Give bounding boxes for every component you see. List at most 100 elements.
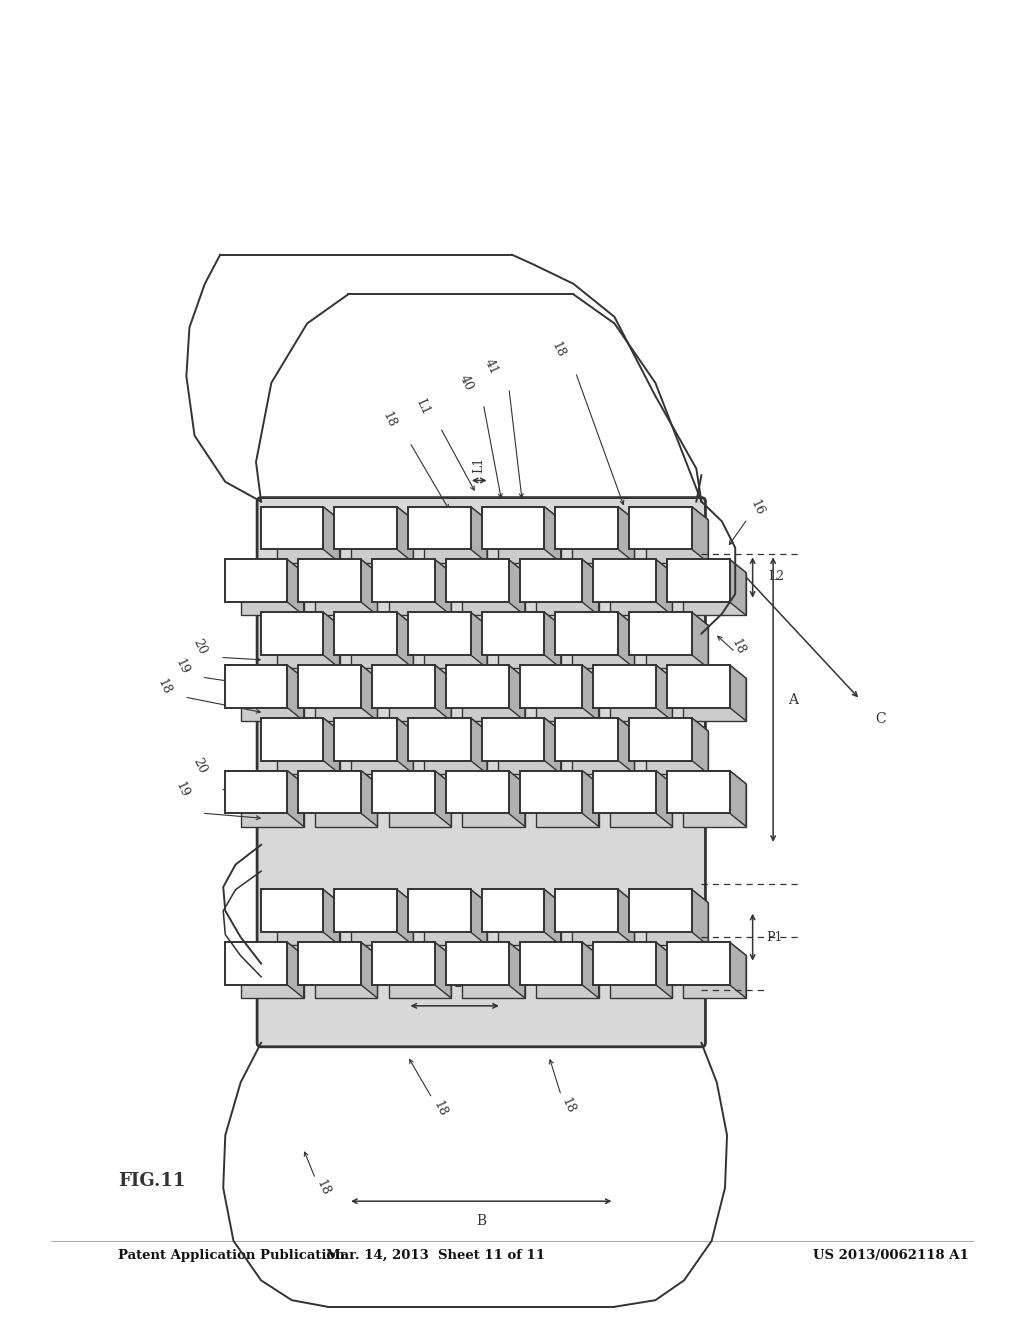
Polygon shape [260,890,324,932]
Polygon shape [372,560,435,602]
Polygon shape [350,903,414,945]
Polygon shape [730,771,746,826]
Polygon shape [667,771,730,813]
Polygon shape [298,942,378,956]
Polygon shape [241,678,304,721]
Polygon shape [397,718,414,774]
Polygon shape [481,718,545,760]
Polygon shape [435,560,452,615]
Polygon shape [481,718,561,731]
Polygon shape [372,771,452,784]
Polygon shape [593,942,673,956]
Polygon shape [298,560,361,602]
Polygon shape [408,507,471,549]
Polygon shape [288,771,304,826]
Polygon shape [571,903,635,945]
Polygon shape [593,560,673,573]
Text: 18: 18 [313,1177,332,1199]
Text: 18: 18 [549,339,567,360]
Polygon shape [445,560,509,602]
Polygon shape [361,771,378,826]
Polygon shape [692,890,709,945]
Polygon shape [408,718,487,731]
Polygon shape [334,612,414,626]
Polygon shape [509,560,525,615]
Polygon shape [593,560,656,602]
Text: 20: 20 [190,755,209,776]
Polygon shape [618,718,635,774]
Polygon shape [334,890,414,903]
Polygon shape [629,718,692,760]
Text: Patent Application Publication: Patent Application Publication [118,1249,344,1262]
Polygon shape [445,771,525,784]
Text: L1: L1 [414,396,432,417]
Polygon shape [498,903,561,945]
Polygon shape [583,665,599,721]
Polygon shape [462,573,525,615]
Text: 18: 18 [380,409,398,430]
Polygon shape [656,942,673,998]
Polygon shape [571,520,635,562]
Polygon shape [618,507,635,562]
Polygon shape [692,507,709,562]
Polygon shape [408,612,487,626]
Polygon shape [276,903,340,945]
Polygon shape [334,718,414,731]
Polygon shape [471,718,487,774]
Polygon shape [314,956,378,998]
Polygon shape [445,560,525,573]
Polygon shape [481,507,545,549]
Polygon shape [424,731,487,774]
Polygon shape [350,731,414,774]
Text: B: B [476,1214,486,1229]
Polygon shape [629,507,692,549]
Polygon shape [260,890,340,903]
Polygon shape [361,942,378,998]
Polygon shape [298,560,378,573]
Polygon shape [445,771,509,813]
Polygon shape [519,560,599,573]
Text: P1: P1 [766,931,782,944]
Polygon shape [241,573,304,615]
Polygon shape [224,560,288,602]
Polygon shape [571,731,635,774]
Polygon shape [545,507,561,562]
Polygon shape [555,718,635,731]
Polygon shape [683,573,746,615]
Polygon shape [288,560,304,615]
Polygon shape [509,942,525,998]
Polygon shape [609,784,673,826]
Polygon shape [260,507,324,549]
Polygon shape [224,665,304,678]
Polygon shape [260,718,324,760]
Polygon shape [260,612,324,655]
Polygon shape [583,560,599,615]
FancyBboxPatch shape [257,498,706,1047]
Polygon shape [314,573,378,615]
Polygon shape [334,507,397,549]
Polygon shape [314,784,378,826]
Polygon shape [372,560,452,573]
Polygon shape [609,678,673,721]
Polygon shape [481,507,561,520]
Polygon shape [298,771,378,784]
Polygon shape [361,665,378,721]
Polygon shape [361,560,378,615]
Polygon shape [471,890,487,945]
Polygon shape [397,890,414,945]
Polygon shape [656,665,673,721]
Polygon shape [498,731,561,774]
Polygon shape [536,678,599,721]
Polygon shape [298,942,361,985]
Text: 18: 18 [431,1098,450,1119]
Polygon shape [555,612,635,626]
Polygon shape [656,771,673,826]
Polygon shape [276,731,340,774]
Polygon shape [372,665,452,678]
Polygon shape [334,890,397,932]
Text: 19: 19 [173,656,191,677]
Polygon shape [388,573,452,615]
Polygon shape [519,560,583,602]
Polygon shape [536,956,599,998]
Polygon shape [462,678,525,721]
